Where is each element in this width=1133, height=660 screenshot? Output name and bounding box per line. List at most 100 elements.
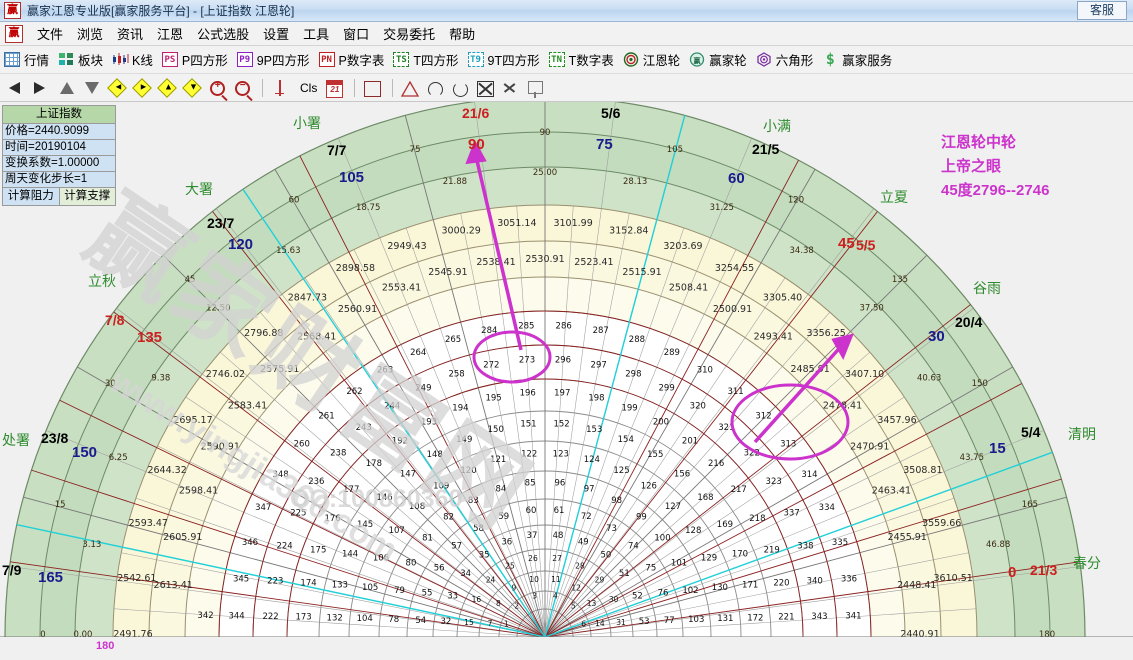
label-degree-75: 75 <box>596 136 613 153</box>
toolbar-button-sectors[interactable]: 板块 <box>58 50 103 69</box>
menu-item-gann[interactable]: 江恩 <box>157 27 184 42</box>
svg-text:98: 98 <box>611 496 622 506</box>
svg-text:2530.91: 2530.91 <box>525 254 564 265</box>
svg-text:2493.41: 2493.41 <box>754 331 793 342</box>
label-degree-180: 180 <box>96 640 115 652</box>
info-panel-title: 上证指数 <box>3 106 115 124</box>
svg-text:323: 323 <box>766 477 782 487</box>
customer-service-button[interactable]: 客服 <box>1076 1 1127 20</box>
diamond-left-icon[interactable]: ◄ <box>106 77 128 98</box>
svg-text:2949.43: 2949.43 <box>387 241 426 252</box>
menu-item-formula[interactable]: 公式选股 <box>197 27 250 42</box>
toolbar-button-hexagon[interactable]: 六角形 <box>756 50 814 69</box>
svg-text:314: 314 <box>801 470 817 480</box>
menu-item-settings[interactable]: 设置 <box>263 27 290 42</box>
toolbar-label-hexagon: 六角形 <box>775 54 814 68</box>
square-tool-icon[interactable] <box>361 78 383 98</box>
zoom-in-icon[interactable]: + <box>206 78 228 98</box>
toolbar-button-winner-service[interactable]: $ 赢家服务 <box>822 50 893 69</box>
diamond-down-icon[interactable]: ▼ <box>181 77 203 98</box>
svg-text:37.50: 37.50 <box>860 303 884 313</box>
svg-text:25: 25 <box>505 561 515 570</box>
down-triangle-icon[interactable] <box>81 78 103 98</box>
menu-item-file[interactable]: 文件 <box>37 27 64 42</box>
toolbar-label-t-square: T四方形 <box>413 54 459 68</box>
svg-text:85: 85 <box>525 479 536 489</box>
toolbar-button-winner-wheel[interactable]: 赢 赢家轮 <box>689 50 747 69</box>
next-right-icon[interactable] <box>31 78 53 98</box>
svg-text:296: 296 <box>555 356 571 366</box>
svg-text:8: 8 <box>496 599 501 608</box>
info-panel[interactable]: 上证指数 价格=2440.9099 时间=20190104 变换系数=1.000… <box>2 105 116 206</box>
svg-text:195: 195 <box>485 394 501 404</box>
toolbar-button-kline[interactable]: K线 <box>112 50 153 69</box>
svg-text:3457.96: 3457.96 <box>877 415 916 426</box>
svg-text:243: 243 <box>356 423 372 433</box>
crossbox-icon[interactable] <box>474 78 496 98</box>
svg-text:338: 338 <box>797 542 813 552</box>
arc-right-icon[interactable] <box>449 78 471 98</box>
toolbar-button-quotes[interactable]: 行情 <box>4 50 49 69</box>
svg-text:104: 104 <box>357 614 373 624</box>
svg-text:57: 57 <box>451 542 462 552</box>
toolbar-button-9t-square[interactable]: T9 9T四方形 <box>467 50 540 69</box>
svg-text:177: 177 <box>343 485 359 495</box>
menu-item-tools[interactable]: 工具 <box>303 27 330 42</box>
toolbar-button-p-number-table[interactable]: PN P数字表 <box>318 50 384 69</box>
svg-text:263: 263 <box>377 366 393 376</box>
ps-icon: PS <box>161 52 178 67</box>
toolbar-button-t-square[interactable]: TS T四方形 <box>393 50 459 69</box>
label-date-dashu: 23/7 <box>207 215 235 231</box>
calc-support-button[interactable]: 计算支撑 <box>59 188 115 205</box>
svg-text:2847.73: 2847.73 <box>288 292 327 303</box>
menu-item-news[interactable]: 资讯 <box>117 27 144 42</box>
svg-text:3559.66: 3559.66 <box>922 518 961 529</box>
svg-text:172: 172 <box>747 613 763 623</box>
svg-text:2515.91: 2515.91 <box>622 267 661 278</box>
diamond-right-icon[interactable]: ► <box>131 77 153 98</box>
info-row-step: 周天变化步长=1 <box>3 172 115 188</box>
menu-logo-icon: 赢 <box>5 24 23 43</box>
svg-text:9.38: 9.38 <box>151 373 170 383</box>
toolbar-label-t-number-table: T数字表 <box>568 54 614 68</box>
menu-item-trade[interactable]: 交易委托 <box>383 27 436 42</box>
svg-text:285: 285 <box>518 322 534 332</box>
svg-text:178: 178 <box>366 459 382 469</box>
toolbar-button-gann-wheel[interactable]: 江恩轮 <box>623 50 680 69</box>
svg-text:61: 61 <box>554 506 565 516</box>
diamond-up-icon[interactable]: ▲ <box>156 77 178 98</box>
label-term-liqiu: 立秋 <box>88 273 116 289</box>
svg-text:123: 123 <box>553 450 569 460</box>
crosshair-icon[interactable] <box>499 78 521 98</box>
pn-icon: PN <box>318 52 335 67</box>
svg-text:3356.25: 3356.25 <box>807 328 846 339</box>
triangle-tool-icon[interactable] <box>399 78 421 98</box>
toolbar-button-9p-square[interactable]: P9 9P四方形 <box>236 50 310 69</box>
menu-item-help[interactable]: 帮助 <box>449 27 476 42</box>
prev-left-icon[interactable] <box>6 78 28 98</box>
svg-text:311: 311 <box>727 387 743 397</box>
label-degree-105: 105 <box>339 169 365 186</box>
cls-label[interactable]: Cls <box>300 80 318 95</box>
zoom-out-icon[interactable]: − <box>231 78 253 98</box>
svg-text:2598.41: 2598.41 <box>179 485 218 496</box>
candlestick-icon <box>112 52 129 67</box>
flag-icon[interactable] <box>524 78 546 98</box>
updown-axis-icon[interactable] <box>269 78 291 98</box>
svg-text:96: 96 <box>554 479 565 489</box>
svg-text:144: 144 <box>342 549 358 559</box>
svg-text:90: 90 <box>540 128 551 138</box>
up-triangle-icon[interactable] <box>56 78 78 98</box>
toolbar-button-t-number-table[interactable]: TN T数字表 <box>548 50 614 69</box>
svg-text:150: 150 <box>488 425 504 435</box>
toolbar-button-p-square[interactable]: PS P四方形 <box>161 50 228 69</box>
label-date-guyu: 20/4 <box>955 314 983 330</box>
calendar-icon[interactable] <box>323 78 345 98</box>
menu-item-window[interactable]: 窗口 <box>343 27 370 42</box>
svg-text:346: 346 <box>242 538 258 548</box>
svg-text:3051.14: 3051.14 <box>497 218 536 229</box>
calc-resistance-button[interactable]: 计算阻力 <box>3 188 60 205</box>
gann-wheel-chart[interactable]: 1 2 3 4 5 6 7 8 9 10 11 12 13 14 15 16 24 25 26 27 28 29 30 31 3… <box>0 102 1133 660</box>
arc-left-icon[interactable] <box>424 78 446 98</box>
menu-item-browse[interactable]: 浏览 <box>77 27 104 42</box>
